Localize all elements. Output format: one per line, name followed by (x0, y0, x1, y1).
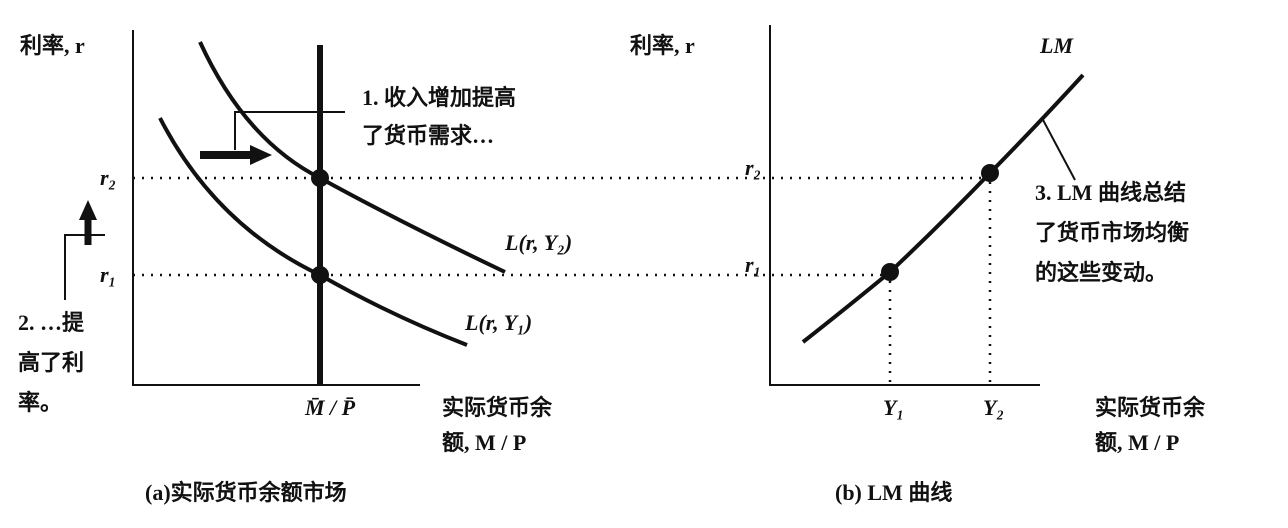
annotation: 了货币市场均衡 (1035, 220, 1189, 245)
callout-line (1041, 117, 1076, 181)
r1-label: r₁ (745, 252, 761, 277)
x-axis-label: 实际货币余 (442, 395, 553, 420)
axes (132, 30, 420, 386)
curve-label: L(r, Y₂) (504, 230, 572, 255)
annotation: 的这些变动。 (1035, 260, 1167, 285)
x-tick-label: Y₁ (883, 395, 904, 420)
money-supply-label: M̄ / P̄ (304, 395, 356, 420)
equilibrium-point (311, 169, 329, 187)
curve-label: L(r, Y₁) (464, 310, 532, 335)
annotation: 3. LM 曲线总结 (1035, 180, 1186, 205)
panel-a: 利率, r r₂ r₁ M̄ / P̄ 实际货币余 额, M / P L(r, … (18, 30, 990, 505)
y-axis-label: 利率, r (630, 33, 695, 58)
caption: (a)实际货币余额市场 (145, 480, 347, 505)
callout-line (234, 111, 345, 150)
axes (769, 25, 1040, 386)
equilibrium-point (311, 266, 329, 284)
annotation: 1. 收入增加提高 (362, 85, 516, 110)
y-axis-label: 利率, r (20, 33, 85, 58)
caption: (b) LM 曲线 (835, 480, 952, 505)
curve-label: LM (1039, 33, 1074, 58)
r1-label: r₁ (100, 262, 116, 287)
arrow-head (250, 145, 272, 165)
arrow-head (79, 200, 97, 220)
lm-point (881, 263, 899, 281)
x-axis-label: 实际货币余 (1095, 395, 1206, 420)
panel-b: 利率, r r₂ r₁ LM Y₁ Y₂ 实际货币余 额, M / P 3. L… (630, 25, 1206, 505)
lm-curve (801, 73, 1085, 344)
annotation: 率。 (18, 390, 62, 415)
lm-point (981, 164, 999, 182)
annotation: 高了利 (18, 350, 84, 375)
annotation: 了货币需求… (362, 123, 494, 148)
callout-line (64, 234, 105, 300)
x-axis-label: 额, M / P (442, 430, 526, 455)
r2-label: r₂ (100, 165, 116, 190)
x-axis-label: 额, M / P (1095, 430, 1179, 455)
r2-label: r₂ (745, 155, 761, 180)
annotation: 2. …提 (18, 310, 85, 335)
x-tick-label: Y₂ (983, 395, 1004, 420)
